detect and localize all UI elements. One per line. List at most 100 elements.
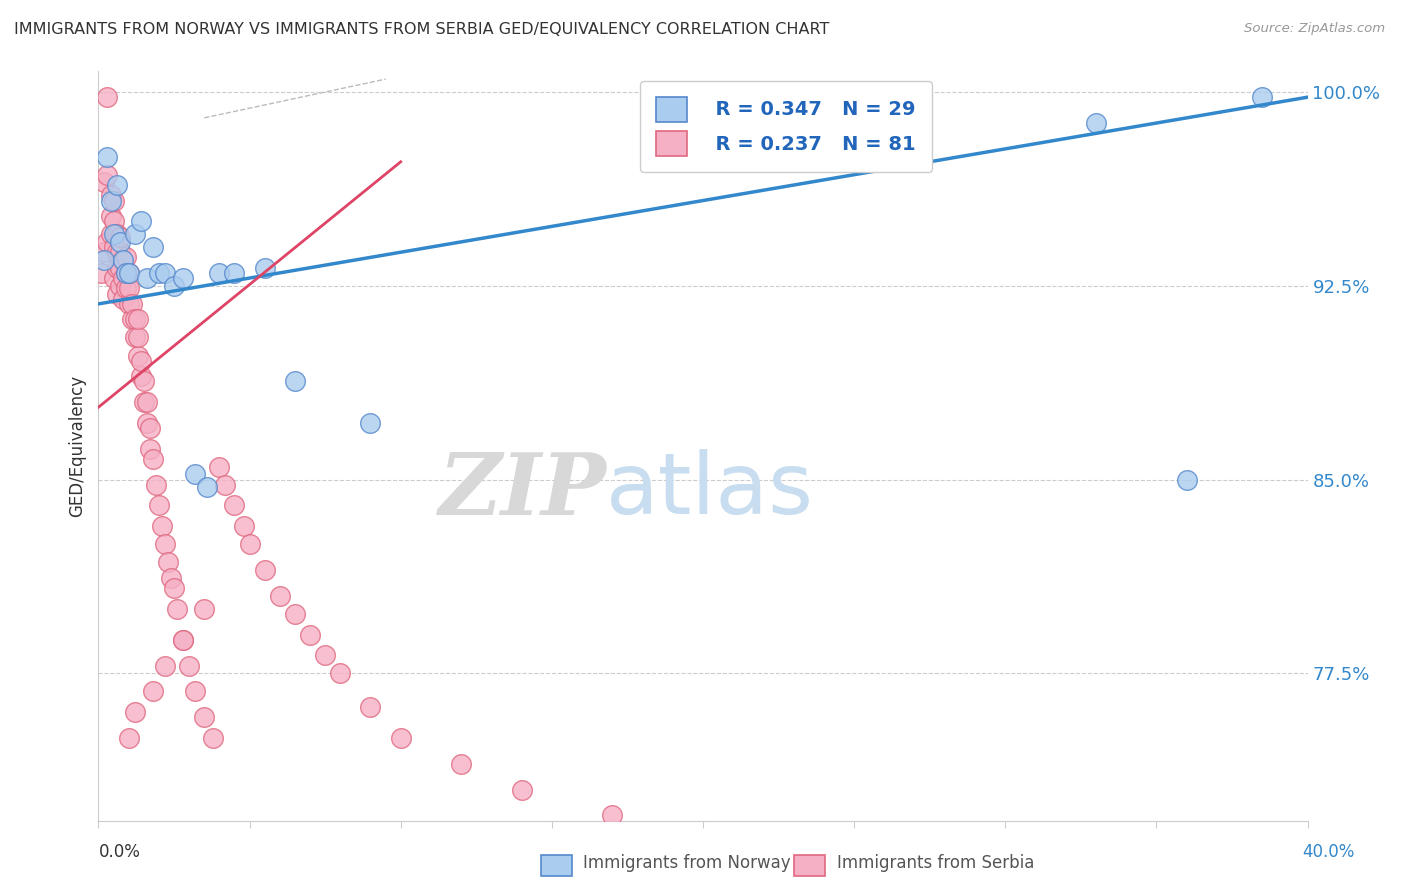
Point [145, 477, 167, 491]
Point [111, 252, 134, 267]
Point [166, 601, 188, 615]
Point [232, 519, 254, 533]
Point [195, 480, 218, 494]
Point [214, 477, 236, 491]
Point [329, 666, 352, 681]
Point [124, 705, 146, 719]
Point [132, 395, 155, 409]
Point [129, 353, 152, 368]
Point [239, 537, 262, 551]
Point [208, 459, 231, 474]
Point [93, 176, 115, 190]
Point [135, 271, 157, 285]
Point [314, 648, 336, 663]
Point [602, 808, 624, 822]
Point [96, 90, 118, 104]
Text: ZIP: ZIP [439, 450, 606, 533]
Point [105, 286, 128, 301]
Text: Immigrants from Serbia: Immigrants from Serbia [837, 855, 1033, 872]
Point [103, 214, 125, 228]
Point [100, 194, 122, 208]
Point [153, 266, 176, 280]
Point [139, 421, 162, 435]
Point [124, 330, 146, 344]
Y-axis label: GED/Equivalency: GED/Equivalency [69, 375, 87, 517]
Point [184, 467, 207, 482]
Point [111, 292, 134, 306]
Point [163, 581, 186, 595]
Point [105, 245, 128, 260]
Point [360, 416, 382, 430]
Point [127, 312, 149, 326]
Text: 0.0%: 0.0% [98, 843, 141, 861]
Point [253, 563, 276, 577]
Point [100, 227, 122, 241]
Point [111, 271, 134, 285]
Point [253, 260, 276, 275]
Point [179, 658, 201, 673]
Text: 40.0%: 40.0% [1302, 843, 1355, 861]
Point [114, 281, 136, 295]
Point [118, 281, 141, 295]
Point [108, 245, 131, 260]
Point [127, 349, 149, 363]
Point [103, 240, 125, 254]
Point [100, 188, 122, 202]
Point [142, 684, 165, 698]
Point [510, 782, 533, 797]
Point [139, 442, 162, 456]
Text: Immigrants from Norway: Immigrants from Norway [583, 855, 792, 872]
Point [103, 194, 125, 208]
Point [208, 266, 231, 280]
Point [96, 168, 118, 182]
Point [114, 266, 136, 280]
Point [389, 731, 412, 745]
Point [127, 330, 149, 344]
Point [148, 499, 170, 513]
Point [105, 178, 128, 192]
Point [202, 731, 225, 745]
Point [96, 150, 118, 164]
Point [129, 214, 152, 228]
Point [299, 627, 322, 641]
Point [103, 271, 125, 285]
Point [193, 601, 215, 615]
Point [156, 555, 179, 569]
Point [118, 266, 141, 280]
Point [269, 589, 291, 603]
Point [118, 266, 141, 280]
Legend:   R = 0.347   N = 29,   R = 0.237   N = 81: R = 0.347 N = 29, R = 0.237 N = 81 [640, 81, 932, 172]
Point [1085, 116, 1108, 130]
Point [108, 235, 131, 249]
Point [121, 312, 143, 326]
Point [129, 369, 152, 384]
Point [132, 375, 155, 389]
Text: Source: ZipAtlas.com: Source: ZipAtlas.com [1244, 22, 1385, 36]
Point [172, 632, 194, 647]
Point [224, 266, 246, 280]
Text: atlas: atlas [606, 450, 814, 533]
Point [105, 260, 128, 275]
Point [105, 227, 128, 241]
Point [111, 252, 134, 267]
Point [142, 240, 165, 254]
Text: IMMIGRANTS FROM NORWAY VS IMMIGRANTS FROM SERBIA GED/EQUIVALENCY CORRELATION CHA: IMMIGRANTS FROM NORWAY VS IMMIGRANTS FRO… [14, 22, 830, 37]
Point [90, 266, 112, 280]
Point [124, 312, 146, 326]
Point [108, 260, 131, 275]
Point [172, 271, 194, 285]
Point [284, 607, 307, 621]
Point [153, 658, 176, 673]
Point [1251, 90, 1274, 104]
Point [108, 278, 131, 293]
Point [163, 278, 186, 293]
Point [450, 756, 472, 771]
Point [114, 251, 136, 265]
Point [752, 124, 775, 138]
Point [118, 297, 141, 311]
Point [284, 375, 307, 389]
Point [193, 710, 215, 724]
Point [135, 395, 157, 409]
Point [148, 266, 170, 280]
Point [184, 684, 207, 698]
